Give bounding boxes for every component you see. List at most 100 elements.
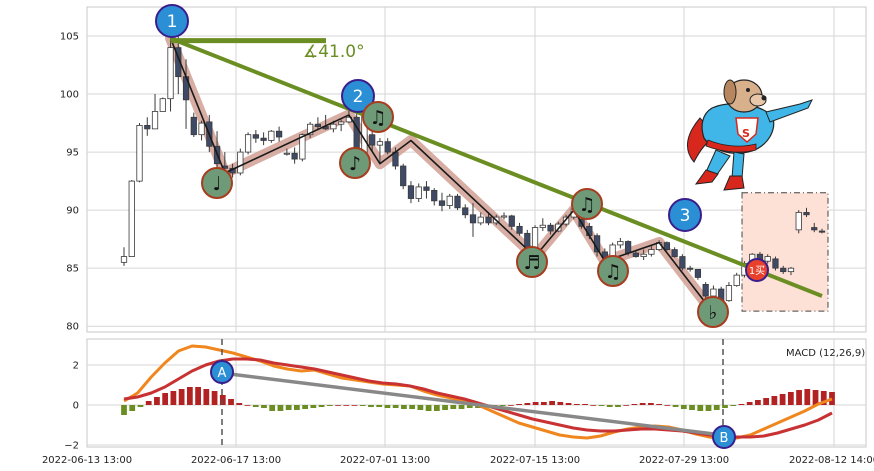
macd-histogram-bar <box>335 405 341 406</box>
note-marker-symbol: ♫ <box>578 194 595 216</box>
price-tick-label: 105 <box>60 32 79 43</box>
macd-histogram-bar <box>318 405 325 407</box>
macd-histogram-bar <box>664 405 671 406</box>
macd-histogram-bar <box>129 405 136 411</box>
candle-body <box>120 256 128 263</box>
macd-histogram-bar <box>656 404 662 405</box>
trend-lines <box>169 36 823 298</box>
candle-body <box>438 200 446 206</box>
note-marker-circle <box>362 101 394 133</box>
price-tick-label: 90 <box>66 206 79 217</box>
macd-histogram-bar <box>820 391 827 405</box>
candle-body <box>128 180 135 257</box>
macd-histogram-bar <box>368 405 374 407</box>
candle-body <box>407 185 415 199</box>
candle-body <box>423 186 430 191</box>
candle-body <box>648 249 655 255</box>
note-marker-circle <box>201 167 233 199</box>
note-marker-circle <box>516 246 548 278</box>
mascot-shield-letter: S <box>742 127 750 140</box>
macd-histogram-bar <box>615 405 621 407</box>
candle-body <box>725 285 733 302</box>
candle-body <box>539 224 546 228</box>
mascot-arm <box>765 99 813 123</box>
macd-histogram-bar <box>631 404 638 405</box>
macd-histogram-bar <box>689 405 695 410</box>
x-tick-label: 2022-07-29 13:00 <box>639 455 729 466</box>
macd-histogram-bar <box>252 405 259 407</box>
note-marker-symbol: ♫ <box>369 107 386 129</box>
mascot-boot2 <box>723 175 745 191</box>
candle-body <box>687 267 694 270</box>
macd-histogram-bar <box>170 391 177 405</box>
macd-histogram-bar <box>178 389 185 405</box>
macd-histogram-bar <box>442 405 448 410</box>
candle-body <box>244 134 252 153</box>
macd-histogram-bar <box>532 402 539 405</box>
macd-histogram-bar <box>351 405 358 406</box>
macd-histogram-bar <box>433 405 440 411</box>
candle-body <box>516 225 523 234</box>
macd-histogram-bar <box>722 405 728 408</box>
candle-body <box>702 284 709 297</box>
macd-histogram-bar <box>203 389 210 405</box>
macd-histogram-bar <box>705 405 712 411</box>
candle-body <box>469 214 477 224</box>
candle-body <box>640 253 647 257</box>
macd-histogram-bar <box>145 401 152 405</box>
macd-histogram-bar <box>804 389 811 405</box>
macd-histogram-bar <box>763 398 770 405</box>
macd-histogram-bar <box>409 405 416 409</box>
candle-body <box>477 216 484 224</box>
macd-histogram-bar <box>713 405 720 410</box>
macd-histogram-bar <box>524 403 531 405</box>
macd-histogram-bar <box>590 405 597 406</box>
buy-marker-circle <box>745 258 769 282</box>
candle-body <box>415 186 422 199</box>
macd-histogram-bar <box>211 391 218 405</box>
mascot-leg2 <box>731 151 745 179</box>
candle-body <box>291 152 298 160</box>
macd-histogram-bar <box>639 403 646 405</box>
macd-histogram-bar <box>244 405 251 406</box>
macd-histogram-bar <box>261 405 267 408</box>
candle-body <box>376 141 384 146</box>
candle-body <box>454 195 461 209</box>
macd-histogram-bar <box>343 405 350 406</box>
macd-marker-b-label: B <box>720 431 729 446</box>
candle-body <box>547 224 554 232</box>
macd-histogram-bar <box>186 387 193 405</box>
macd-histogram-bar <box>779 394 786 405</box>
macd-histogram-bar <box>623 405 630 406</box>
macd-histogram-bar <box>697 405 704 411</box>
candle-body <box>632 252 639 257</box>
macd-histogram-bar <box>598 405 605 406</box>
mascot-eye <box>746 88 750 92</box>
candle-body <box>338 121 345 125</box>
price-tick-label: 95 <box>66 148 79 159</box>
candle-body <box>780 267 787 273</box>
price-tick-label: 80 <box>66 322 79 333</box>
buy-marker-label: 1买 <box>749 265 765 277</box>
note-marker-symbol: ♩ <box>213 173 222 195</box>
macd-marker-a-label: A <box>218 366 227 381</box>
note-marker-symbol: ♬ <box>523 252 540 274</box>
peak-marker-circle <box>155 4 189 38</box>
note-marker-circle <box>697 296 729 328</box>
candle-body <box>787 267 795 273</box>
price-tick-label: 85 <box>66 264 79 275</box>
note-marker-circle <box>597 255 629 287</box>
macd-histogram-bar <box>236 403 243 405</box>
mascot-nose <box>761 95 767 101</box>
x-tick-label: 2022-08-12 14:00 <box>789 455 874 466</box>
candle-body <box>624 241 632 254</box>
macd-histogram-bar <box>557 402 564 405</box>
candle-body <box>198 122 205 136</box>
macd-histogram-bar <box>376 405 383 407</box>
candle-body <box>268 130 275 141</box>
note-marker-symbol: ♭ <box>709 302 718 324</box>
macd-histogram-bar <box>392 405 399 408</box>
macd-histogram-bar <box>680 405 687 409</box>
candle-body <box>136 124 143 182</box>
